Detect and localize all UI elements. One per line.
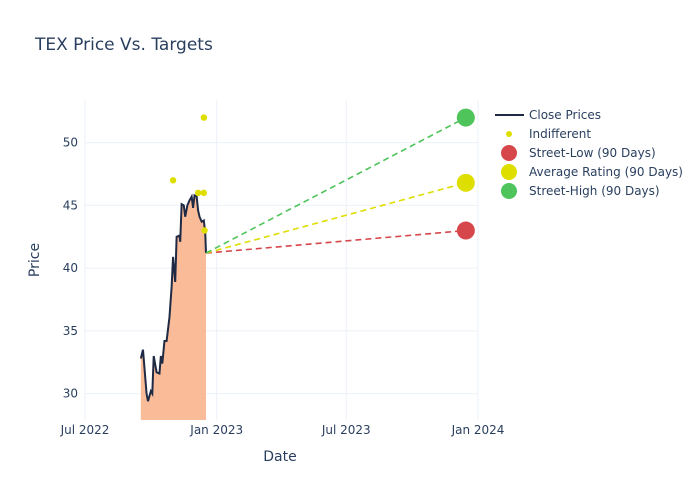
y-axis-label: Price <box>27 243 43 277</box>
indifferent-rating-point <box>200 114 208 121</box>
legend-label: Street-High (90 Days) <box>529 184 660 198</box>
x-tick-labels: Jul 2022 Jan 2023 Jul 2023 Jan 2024 <box>60 423 505 437</box>
average-rating-target-marker <box>456 173 475 192</box>
legend-label: Close Prices <box>529 108 601 122</box>
legend-label: Indifferent <box>529 127 591 141</box>
indifferent-rating-point <box>169 177 177 184</box>
x-tick-label: Jul 2022 <box>60 423 110 437</box>
street-low-target-marker <box>456 221 475 240</box>
street-low-target-line <box>205 229 466 254</box>
y-tick-labels: 30 35 40 45 50 <box>63 136 78 401</box>
average-rating-target-line <box>205 182 467 254</box>
x-tick-label: Jan 2023 <box>189 423 243 437</box>
grid <box>84 100 479 420</box>
street-high-target-line <box>205 116 467 254</box>
indifferent-rating-point <box>200 189 208 197</box>
indifferent-rating-point <box>201 227 208 234</box>
legend-label: Average Rating (90 Days) <box>529 165 683 179</box>
legend-street-high-icon <box>501 183 517 199</box>
y-tick-label: 45 <box>63 198 78 212</box>
x-tick-label: Jul 2023 <box>321 423 371 437</box>
x-axis-label: Date <box>263 449 296 465</box>
street-high-target-marker <box>456 108 475 127</box>
close-price-line <box>139 193 207 402</box>
y-tick-label: 30 <box>63 387 78 401</box>
legend-indifferent-icon <box>506 131 512 137</box>
legend-street-low-icon <box>501 145 517 161</box>
y-tick-label: 35 <box>63 324 78 338</box>
y-tick-label: 50 <box>63 136 78 150</box>
legend-average-rating-icon <box>501 164 517 180</box>
y-tick-label: 40 <box>63 261 78 275</box>
legend-label: Street-Low (90 Days) <box>529 146 656 160</box>
indifferent-rating-point <box>194 189 202 197</box>
legend: Close Prices Indifferent Street-Low (90 Da… <box>495 108 683 199</box>
plot-area <box>139 108 475 420</box>
chart-title: TEX Price Vs. Targets <box>34 35 213 55</box>
x-tick-label: Jan 2024 <box>451 423 505 437</box>
close-price-area <box>140 195 206 420</box>
